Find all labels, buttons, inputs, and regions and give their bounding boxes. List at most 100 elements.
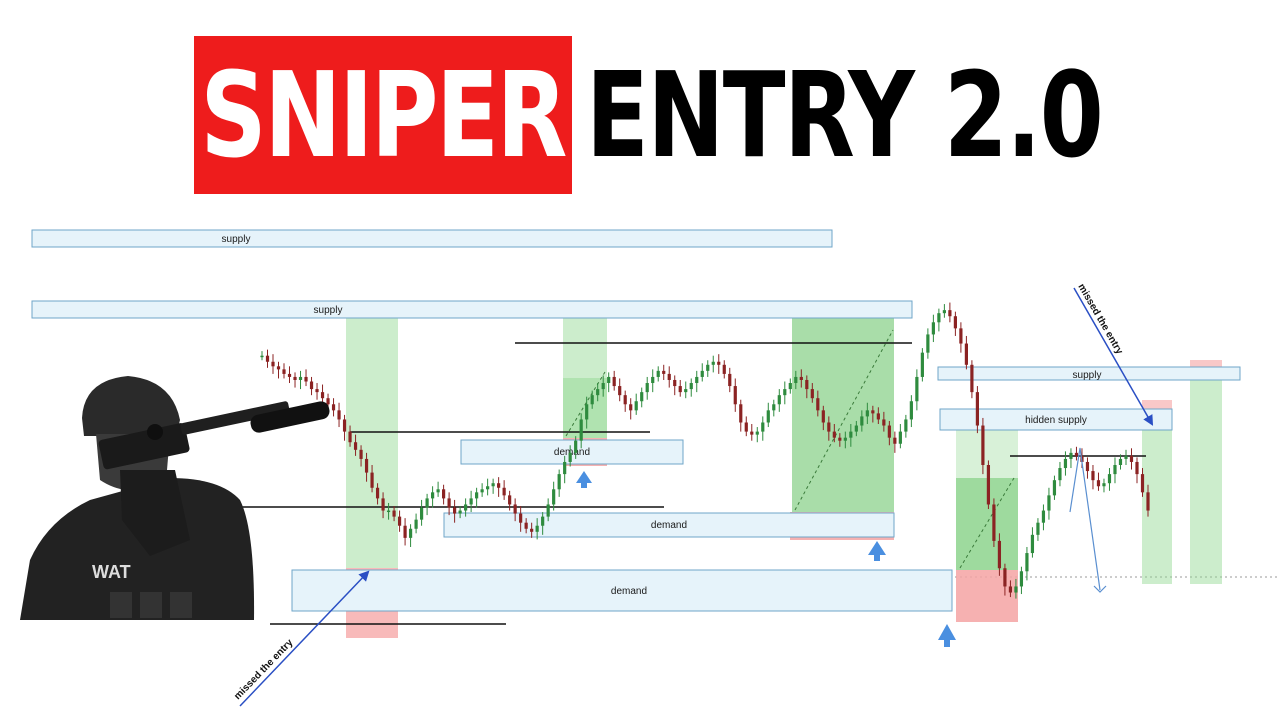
- bear-candle: [959, 328, 963, 344]
- bull-candle: [464, 504, 468, 511]
- bear-candle: [882, 419, 886, 426]
- bear-candle: [805, 379, 809, 390]
- bear-candle: [348, 431, 352, 443]
- annotation-arrow: [1073, 287, 1154, 426]
- bear-candle: [623, 395, 627, 405]
- buy-arrow-icon: [576, 471, 592, 488]
- bear-candle: [821, 410, 825, 423]
- helmet-icon: [82, 376, 180, 436]
- bear-candle: [1008, 586, 1013, 593]
- annotation-text: missed the entry: [232, 637, 295, 702]
- bull-candle: [761, 422, 765, 432]
- bull-candle: [469, 498, 473, 505]
- bull-candle: [557, 474, 561, 490]
- bear-candle: [970, 364, 974, 393]
- bear-candle: [667, 373, 671, 380]
- bull-candle: [408, 528, 413, 538]
- zone-label: supply: [222, 234, 251, 245]
- bear-candle: [1003, 568, 1007, 587]
- bear-candle: [337, 410, 341, 420]
- bear-candle: [271, 361, 275, 367]
- bear-candle: [975, 392, 980, 426]
- bear-candle: [722, 364, 726, 374]
- green-zone: [1190, 380, 1222, 584]
- vest-pouch: [140, 592, 162, 618]
- bear-candle: [838, 437, 842, 441]
- bull-candle: [1124, 455, 1128, 459]
- bull-candle: [430, 492, 435, 499]
- soldier-body: [20, 478, 255, 620]
- bear-candle: [453, 507, 457, 514]
- green-zone: [346, 318, 398, 568]
- bull-candle: [634, 401, 638, 411]
- projection-path: [1069, 447, 1101, 591]
- bull-candle: [1036, 522, 1040, 535]
- bear-candle: [381, 498, 385, 511]
- bear-candle: [728, 373, 732, 387]
- bull-candle: [1041, 510, 1046, 523]
- supply-zone: [937, 366, 1241, 381]
- zone-label: demand: [651, 520, 687, 531]
- bear-candle: [992, 504, 996, 541]
- bull-candle: [645, 383, 649, 393]
- bull-candle: [607, 376, 611, 384]
- bull-candle: [1118, 458, 1123, 465]
- bear-candle: [1091, 471, 1095, 481]
- bull-candle: [865, 410, 869, 417]
- bear-candle: [359, 449, 363, 459]
- projection-arrowhead: [1093, 585, 1107, 593]
- bear-candle: [981, 425, 985, 465]
- bull-candle: [777, 395, 781, 405]
- bear-candle: [524, 522, 528, 529]
- bear-candle: [502, 487, 506, 496]
- bull-candle: [706, 364, 710, 371]
- zone-label: supply: [314, 305, 343, 316]
- title-sniper-text: SNIPER: [200, 46, 568, 184]
- bear-candle: [447, 498, 451, 508]
- bear-candle: [326, 398, 330, 405]
- zone-label: demand: [611, 586, 647, 597]
- bear-candle: [1135, 461, 1139, 475]
- bull-candle: [766, 410, 770, 423]
- bear-candle: [304, 376, 308, 382]
- bear-candle: [519, 513, 523, 523]
- bear-candle: [717, 361, 721, 365]
- bear-candle: [375, 487, 380, 499]
- bear-candle: [986, 465, 991, 505]
- bear-candle: [1096, 480, 1101, 487]
- title-sniper-box: SNIPER: [194, 36, 572, 194]
- bear-candle: [876, 413, 880, 420]
- bull-candle: [1030, 534, 1035, 554]
- bull-candle: [1063, 458, 1068, 469]
- bull-candle: [535, 525, 539, 532]
- bear-candle: [799, 376, 803, 380]
- bear-candle: [442, 489, 446, 499]
- bull-candle: [1052, 480, 1057, 496]
- bull-candle: [541, 516, 545, 526]
- bull-candle: [926, 334, 930, 353]
- title-entry-box: ENTRY 2.0: [586, 36, 1104, 194]
- rifle-body: [98, 423, 190, 470]
- rifle-barrel: [180, 401, 290, 435]
- bull-candle: [1069, 452, 1073, 459]
- green-zone: [563, 318, 607, 438]
- bull-candle: [552, 489, 556, 505]
- bull-candle: [860, 416, 864, 426]
- bull-candle: [568, 452, 572, 462]
- bear-candle: [964, 343, 968, 365]
- bear-candle: [1074, 452, 1079, 456]
- bull-candle: [788, 383, 792, 390]
- buy-arrow-icon: [938, 624, 956, 647]
- zone-layer: [31, 229, 1241, 612]
- level-lines: [242, 342, 1146, 625]
- bear-candle: [953, 316, 957, 329]
- bull-candle: [898, 431, 902, 444]
- bear-candle: [530, 528, 534, 532]
- bear-candle: [827, 422, 831, 432]
- bear-candle: [353, 442, 358, 450]
- bear-candle: [1146, 492, 1150, 511]
- bull-candle: [1113, 465, 1117, 475]
- bear-candle: [1085, 461, 1090, 472]
- bull-candle: [695, 376, 699, 384]
- vest-pouch: [110, 592, 132, 618]
